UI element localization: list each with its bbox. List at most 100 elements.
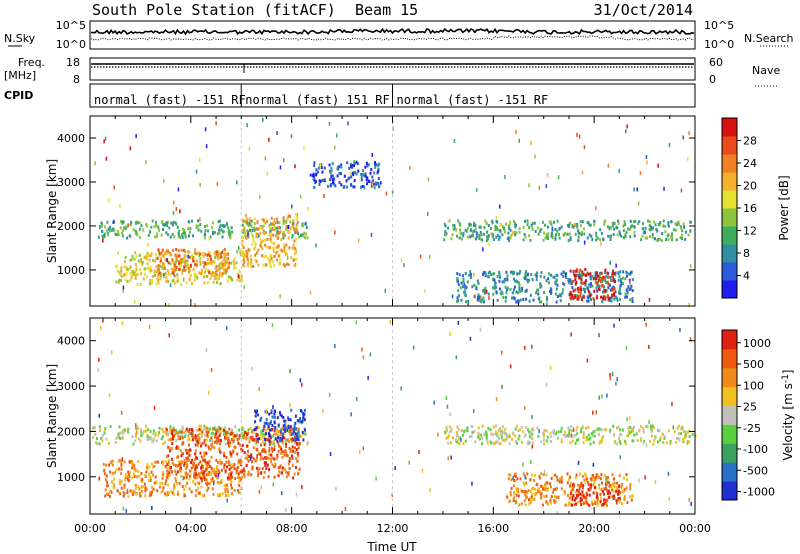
echo-cell xyxy=(446,436,449,440)
echo-cell xyxy=(659,438,662,442)
echo-cell xyxy=(169,273,172,277)
echo-cell xyxy=(148,474,151,478)
echo-cell xyxy=(206,281,209,285)
echo-cell xyxy=(583,472,586,476)
echo-cell xyxy=(328,392,331,397)
echo-cell xyxy=(569,484,571,488)
echo-cell xyxy=(267,426,270,430)
echo-cell xyxy=(518,138,520,143)
echo-cell xyxy=(217,473,220,477)
echo-cell xyxy=(601,300,604,304)
echo-cell xyxy=(674,222,677,226)
echo-cell xyxy=(287,263,290,267)
echo-cell xyxy=(504,299,507,303)
echo-cell xyxy=(109,494,111,498)
echo-cell xyxy=(285,508,287,513)
echo-cell xyxy=(271,222,274,226)
echo-cell xyxy=(226,221,228,225)
echo-cell xyxy=(272,482,274,487)
echo-cell xyxy=(524,474,526,479)
echo-cell xyxy=(295,492,298,497)
echo-cell xyxy=(599,273,601,278)
echo-cell xyxy=(563,433,566,437)
echo-cell xyxy=(525,496,528,500)
echo-cell xyxy=(293,246,296,250)
echo-cell xyxy=(513,473,516,477)
echo-cell xyxy=(581,298,583,302)
echo-cell xyxy=(580,233,583,237)
echo-cell xyxy=(232,439,235,443)
echo-cell xyxy=(216,439,219,443)
echo-cell xyxy=(654,237,656,241)
echo-cell xyxy=(311,174,314,177)
echo-cell xyxy=(135,273,138,277)
echo-cell xyxy=(612,272,615,276)
echo-cell xyxy=(184,264,187,268)
echo-cell xyxy=(604,279,607,282)
echo-cell xyxy=(628,495,631,499)
echo-cell xyxy=(349,164,352,168)
x-tick-label: 16:00 xyxy=(477,522,509,535)
echo-cell xyxy=(578,270,581,274)
echo-cell xyxy=(626,124,628,129)
echo-cell xyxy=(262,440,264,444)
echo-cell xyxy=(556,487,558,491)
echo-cell xyxy=(105,437,108,441)
echo-cell xyxy=(456,440,459,444)
echo-cell xyxy=(663,186,665,191)
echo-cell xyxy=(334,145,336,150)
echo-cell xyxy=(579,268,582,272)
echo-cell xyxy=(219,252,222,256)
echo-cell xyxy=(242,245,245,249)
echo-cell xyxy=(227,226,230,230)
echo-cell xyxy=(581,295,584,299)
echo-cell xyxy=(515,130,517,135)
echo-cell xyxy=(153,481,156,485)
echo-cell xyxy=(493,283,496,287)
echo-cell xyxy=(224,494,227,498)
echo-cell xyxy=(188,234,190,238)
echo-cell xyxy=(219,225,222,228)
echo-cell xyxy=(514,285,516,289)
echo-cell xyxy=(599,477,602,481)
echo-cell xyxy=(268,436,271,440)
echo-cell xyxy=(117,435,119,439)
echo-cell xyxy=(524,274,527,278)
echo-cell xyxy=(575,428,578,432)
echo-cell xyxy=(263,424,266,428)
echo-cell xyxy=(186,259,189,263)
echo-cell xyxy=(242,219,245,223)
echo-cell xyxy=(164,223,167,227)
colorbar-swatch xyxy=(722,405,737,425)
echo-cell xyxy=(360,175,363,179)
echo-cell xyxy=(251,229,254,232)
echo-cell xyxy=(177,437,180,441)
echo-cell xyxy=(602,275,605,279)
echo-cell xyxy=(626,291,629,295)
noise-right-tick-low: 10^0 xyxy=(704,38,734,51)
echo-cell xyxy=(220,468,223,472)
echo-cell xyxy=(202,252,205,255)
echo-cell xyxy=(175,259,178,263)
echo-cell xyxy=(453,139,456,143)
echo-cell xyxy=(173,260,176,264)
echo-cell xyxy=(145,465,148,469)
echo-cell xyxy=(283,436,286,440)
echo-cell xyxy=(585,477,588,481)
echo-cell xyxy=(115,265,118,269)
echo-cell xyxy=(556,478,559,482)
echo-cell xyxy=(651,424,654,428)
echo-cell xyxy=(120,266,123,270)
echo-cell xyxy=(303,231,306,235)
echo-cell xyxy=(279,258,281,263)
echo-cell xyxy=(604,289,607,292)
echo-cell xyxy=(329,178,332,181)
echo-cell xyxy=(115,468,118,472)
echo-cell xyxy=(391,189,394,194)
echo-cell xyxy=(278,231,281,234)
echo-cell xyxy=(545,439,548,443)
echo-cell xyxy=(273,465,276,469)
echo-cell xyxy=(140,258,143,261)
echo-cell xyxy=(648,224,651,228)
echo-cell xyxy=(653,439,656,443)
